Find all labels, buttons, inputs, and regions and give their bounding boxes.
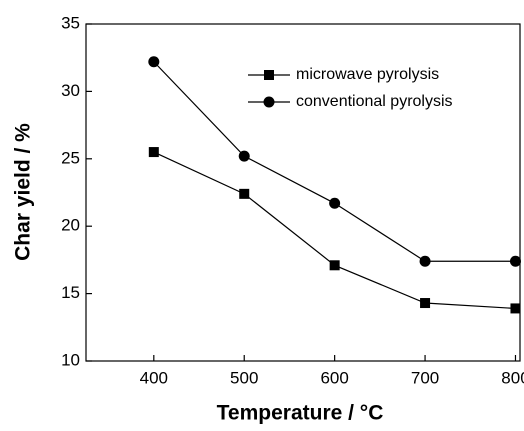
x-tick-label: 400 [140,368,168,387]
x-tick-label: 800 [501,368,524,387]
data-point [239,188,250,199]
x-tick-label: 500 [230,368,258,387]
plot-frame [85,23,521,362]
y-tick-label: 25 [61,148,80,167]
y-tick-label: 20 [61,216,80,235]
legend-label: microwave pyrolysis [296,66,439,83]
y-tick-label: 10 [61,350,80,369]
data-point [510,303,521,314]
y-axis-label: Char yield / % [12,123,35,261]
y-tick-label: 30 [61,81,80,100]
data-point [419,255,431,267]
y-tick-label: 15 [61,283,80,302]
data-point [329,197,341,209]
series-line [153,61,516,262]
y-tick-label: 35 [61,13,80,32]
data-point [148,147,159,158]
data-point [148,56,160,68]
x-tick-label: 600 [320,368,348,387]
data-point [238,150,250,162]
data-point [329,260,340,271]
legend-marker [263,96,275,108]
data-point [509,255,521,267]
legend-marker [264,70,274,80]
x-axis-label: Temperature / °C [217,402,384,425]
series-line [153,151,516,310]
x-tick-label: 700 [411,368,439,387]
legend-label: conventional pyrolysis [296,93,453,110]
data-point [420,298,431,309]
